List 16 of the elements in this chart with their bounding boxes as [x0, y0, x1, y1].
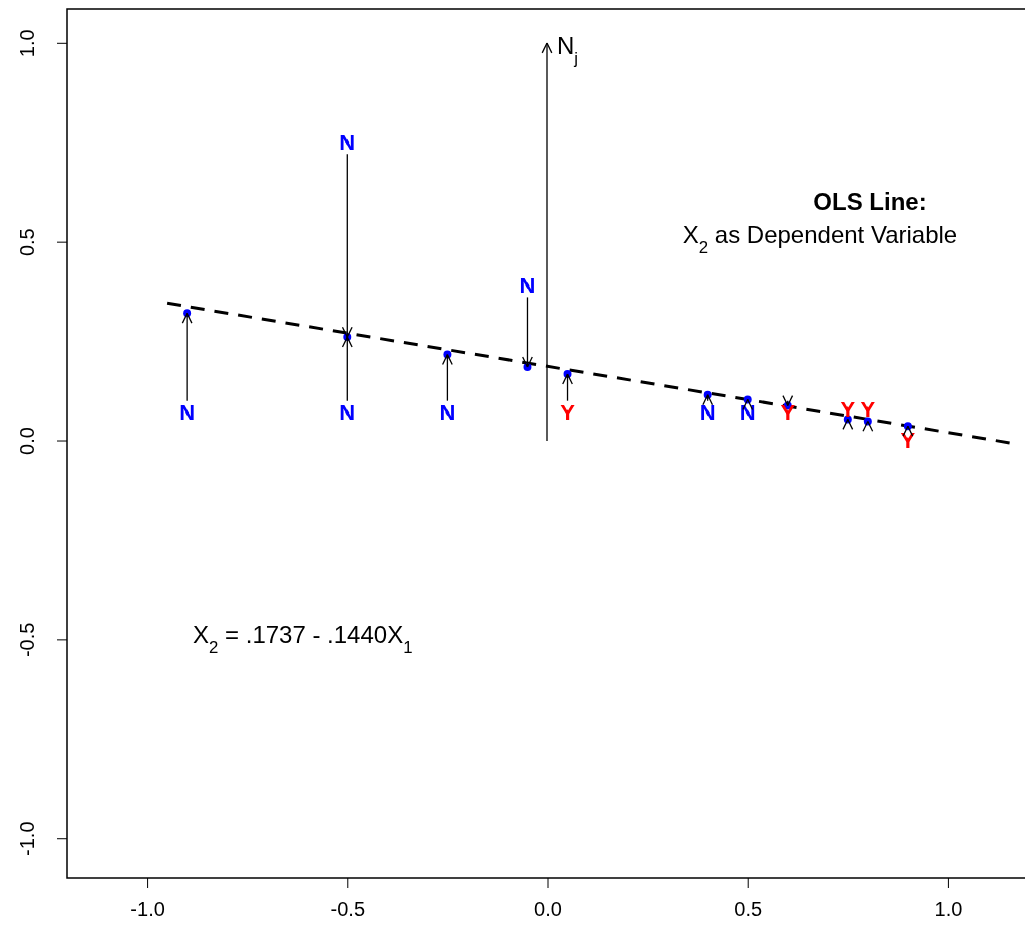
text: N — [179, 400, 196, 426]
x-tick-label: 0.5 — [734, 898, 763, 921]
annotation: X$_{2}$ = .1737 - .1440X$_{1}$ — [193, 621, 413, 657]
y-tick-label: -0.5 — [16, 622, 39, 658]
y-tick-label: 0.5 — [16, 228, 39, 257]
annotation: OLS Line: — [813, 188, 927, 215]
x-tick-label: -0.5 — [330, 898, 366, 921]
y-tick-label: -1.0 — [16, 821, 39, 856]
x-tick-label: 1.0 — [934, 898, 963, 921]
x-tick-label: -1.0 — [130, 898, 165, 921]
x-tick-label: 0.0 — [534, 898, 562, 921]
text: N — [339, 129, 356, 155]
y-tick-label: 0.0 — [16, 427, 39, 455]
annotation: N$_{j}$ — [557, 32, 579, 68]
y-tick-label: 1.0 — [16, 29, 39, 58]
annotation: X$_{2}$ as Dependent Variable — [682, 221, 958, 257]
